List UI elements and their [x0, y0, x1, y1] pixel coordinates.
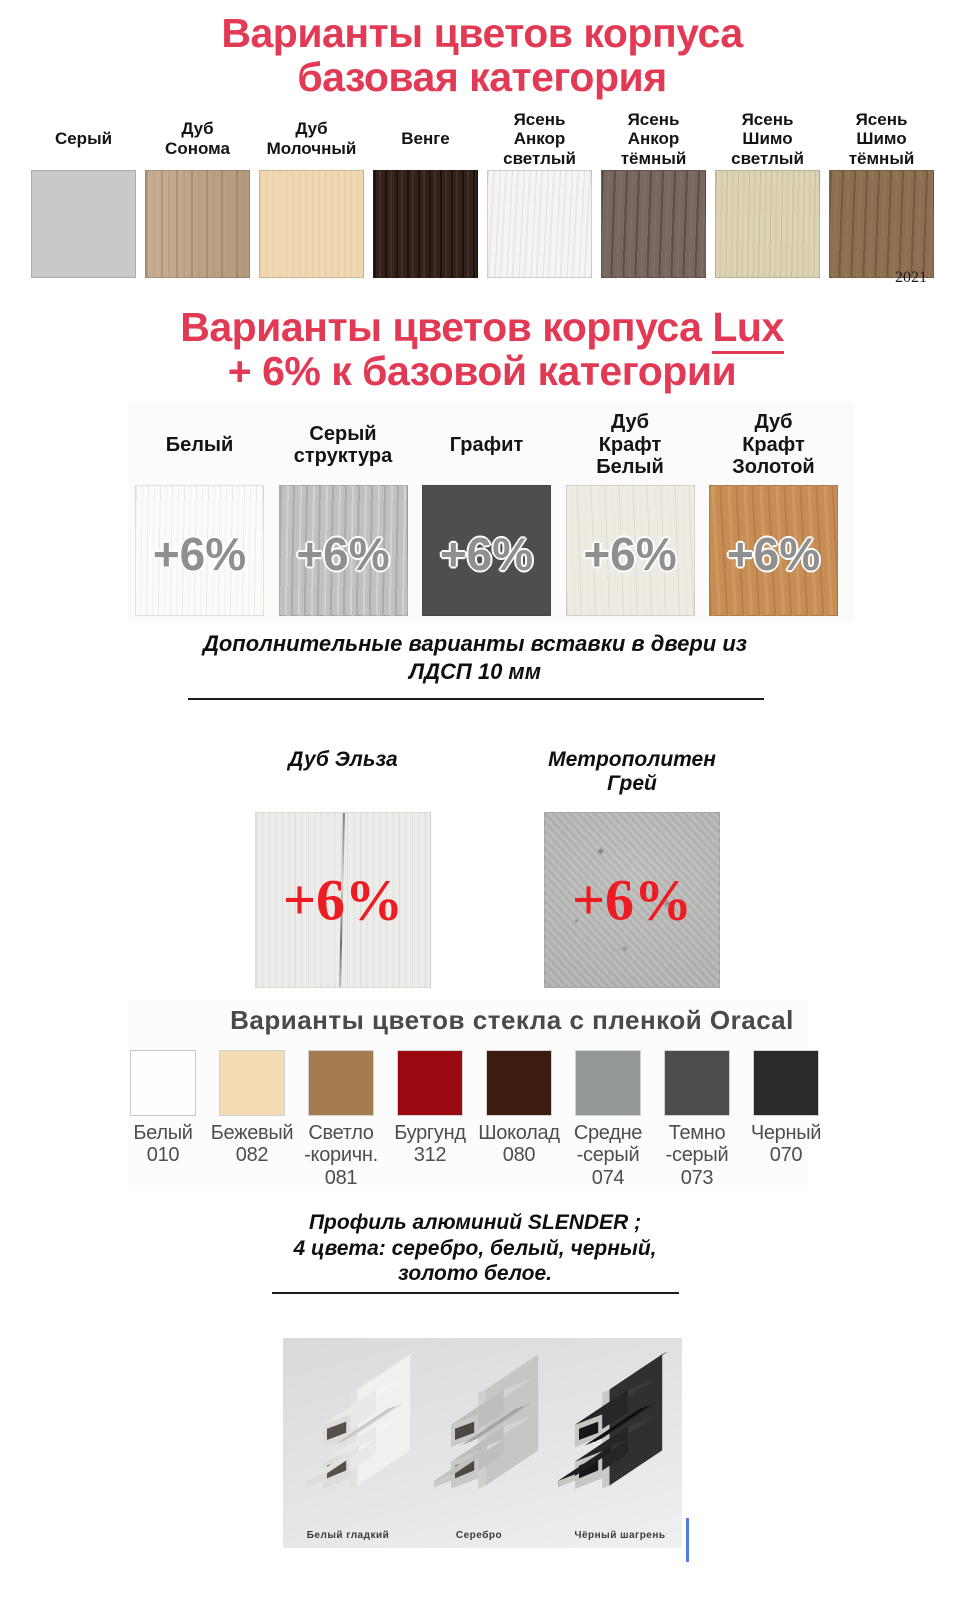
base-swatch-labels-row: Серый Дуб Сонома Дуб Молочный Венге Ясен… [31, 110, 934, 168]
color-swatch-white: +6% [135, 485, 264, 616]
swatch-label: Метрополитен Грей [548, 748, 716, 795]
swatch-label: Ясень Анкор тёмный [620, 109, 687, 168]
inserts-title: Дополнительные варианты вставки в двери … [202, 631, 748, 684]
lux-title-line2: + 6% к базовой категории [227, 348, 737, 394]
lux-title-line1: Варианты цветов корпуса Lux [0, 304, 964, 354]
year-watermark: 2021 [895, 269, 926, 286]
color-swatch-ash-ankor-dark [601, 170, 706, 278]
swatch-label: Дуб Крафт Золотой [732, 411, 815, 479]
text-cursor [686, 1518, 689, 1562]
glass-swatch-label: Темно -серый 073 [665, 1122, 729, 1189]
swatch-label: Ясень Анкор светлый [503, 109, 576, 168]
surcharge-badge: +6% [726, 527, 821, 580]
inserts-title-rule [188, 698, 764, 700]
color-swatch-oak-kraft-white: +6% [565, 485, 695, 616]
glass-swatches-row [130, 1050, 819, 1116]
glass-swatch-label: Бежевый 082 [210, 1122, 294, 1167]
swatch-label: Дуб Молочный [266, 119, 357, 158]
glass-swatch-beige [219, 1050, 285, 1116]
swatch-label: Дуб Крафт Белый [596, 411, 664, 479]
swatch-label: Ясень Шимо тёмный [848, 109, 915, 168]
glass-swatch-label: Белый 010 [133, 1122, 193, 1167]
base-title-line2: базовая категория [297, 54, 667, 100]
surcharge-badge: +6% [583, 527, 677, 580]
profile-item-label: Серебро [455, 1530, 503, 1541]
surcharge-badge: +6% [296, 527, 390, 580]
profile-title-rule [272, 1292, 679, 1294]
color-swatch-wenge [373, 170, 478, 278]
color-swatch-ash-shimo-dark [829, 170, 934, 278]
color-swatch-ash-ankor-light [487, 170, 592, 278]
swatch-label: Ясень Шимо светлый [731, 109, 804, 168]
surcharge-badge: +6% [439, 527, 534, 580]
aluminum-profile-black-graphic [558, 1351, 667, 1489]
glass-swatch-label: Светло -коричн. 081 [304, 1122, 378, 1189]
base-title-line1: Варианты цветов корпуса [221, 10, 743, 56]
color-swatch-oak-sonoma [145, 170, 250, 278]
lux-swatches-row: +6% +6% +6% +6% +6% [135, 485, 838, 616]
glass-swatch-chocolate [486, 1050, 552, 1116]
color-swatch-ash-shimo-light [715, 170, 820, 278]
swatch-label: Графит [449, 433, 524, 456]
profile-item-label: Белый гладкий [306, 1530, 390, 1541]
surcharge-badge-red: +6% [571, 867, 693, 933]
color-swatch-metropolitan-grey: +6% [544, 812, 720, 988]
glass-swatch-label: Черный 070 [750, 1122, 822, 1167]
lux-swatch-labels-row: Белый Серый структура Графит Дуб Крафт Б… [135, 410, 838, 480]
profile-title: Профиль алюминий SLENDER ; 4 цвета: сере… [293, 1211, 657, 1286]
glass-swatch-black [753, 1050, 819, 1116]
glass-swatch-mid-gray [575, 1050, 641, 1116]
surcharge-badge-red: +6% [282, 867, 404, 933]
color-swatch-gray-structure: +6% [278, 485, 408, 616]
swatch-label: Дуб Эльза [288, 748, 398, 771]
swatch-label: Венге [401, 129, 450, 149]
color-swatch-graphite: +6% [422, 485, 551, 616]
glass-swatch-white [130, 1050, 196, 1116]
swatch-label: Дуб Сонома [165, 119, 230, 158]
swatch-label: Белый [165, 433, 234, 456]
glass-title: Варианты цветов стекла с пленкой Oracal [230, 1005, 794, 1035]
lux-title-highlight: Lux [712, 304, 784, 354]
color-swatch-oak-kraft-gold: +6% [709, 485, 838, 616]
swatch-label: Серый структура [293, 422, 393, 467]
color-swatch-oak-milk [259, 170, 364, 278]
glass-swatch-label: Шоколад 080 [478, 1122, 560, 1167]
profile-item-label: Чёрный шагрень [574, 1530, 666, 1541]
color-swatch-oak-elza: +6% [255, 812, 431, 988]
surcharge-badge: +6% [152, 527, 247, 580]
aluminum-profile-white-graphic [306, 1351, 415, 1489]
profile-photo: Белый гладкий Серебро Чёрный шагрень [283, 1338, 682, 1548]
glass-swatch-light-brown [308, 1050, 374, 1116]
glass-swatch-dark-gray [664, 1050, 730, 1116]
aluminum-profile-silver-graphic [434, 1351, 543, 1489]
glass-swatch-label: Бургунд 312 [394, 1122, 466, 1167]
glass-swatch-label: Средне -серый 074 [573, 1122, 643, 1189]
swatch-label: Серый [54, 129, 113, 149]
base-swatches-row [31, 170, 934, 278]
glass-swatch-burgundy [397, 1050, 463, 1116]
color-swatch-gray [31, 170, 136, 278]
lux-title-text: Варианты цветов корпуса [180, 304, 713, 350]
